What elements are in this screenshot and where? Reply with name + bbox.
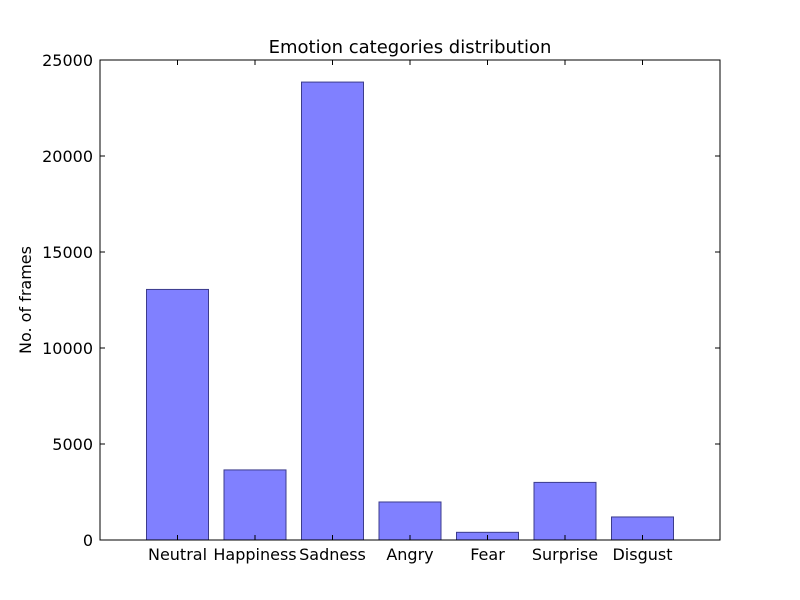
bar: [533, 481, 597, 541]
x-tick-label: Happiness: [213, 545, 296, 564]
y-tick-label: 5000: [52, 435, 93, 454]
y-tick-label: 10000: [42, 339, 93, 358]
chart-title: Emotion categories distribution: [269, 37, 552, 58]
x-tick-label: Fear: [470, 545, 505, 564]
plot-frame: [99, 59, 721, 541]
bar: [378, 501, 442, 541]
y-axis-label: No. of frames: [16, 246, 35, 354]
y-tick-label: 25000: [42, 51, 93, 70]
y-tick-label: 20000: [42, 147, 93, 166]
x-tick-label: Angry: [386, 545, 433, 564]
y-tick-label: 0: [83, 531, 93, 550]
x-tick-label: Disgust: [612, 545, 672, 564]
x-tick-label: Neutral: [148, 545, 207, 564]
bar: [301, 81, 364, 541]
x-tick-label: Surprise: [532, 545, 598, 564]
bar: [223, 469, 287, 541]
x-tick-label: Sadness: [299, 545, 366, 564]
y-tick-label: 15000: [42, 243, 93, 262]
bar: [146, 288, 209, 541]
